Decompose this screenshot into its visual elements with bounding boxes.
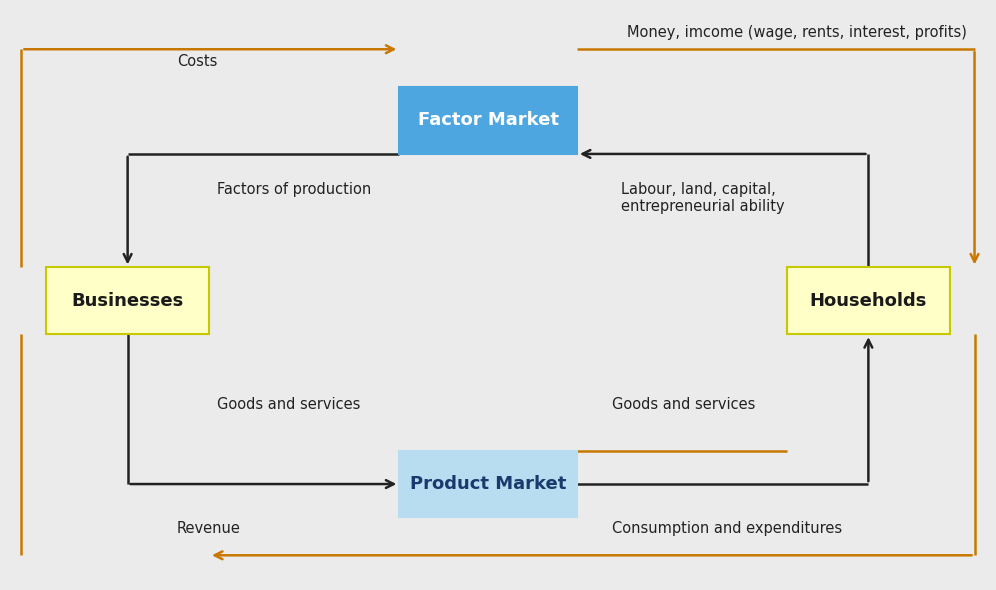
Text: Labour, land, capital,
entrepreneurial ability: Labour, land, capital, entrepreneurial a… xyxy=(622,182,785,214)
Text: Costs: Costs xyxy=(177,54,217,68)
Text: Businesses: Businesses xyxy=(72,292,183,310)
Text: Goods and services: Goods and services xyxy=(216,397,360,412)
FancyBboxPatch shape xyxy=(399,451,577,517)
Text: Money, imcome (wage, rents, interest, profits): Money, imcome (wage, rents, interest, pr… xyxy=(627,25,967,40)
FancyBboxPatch shape xyxy=(46,267,209,335)
Text: Consumption and expenditures: Consumption and expenditures xyxy=(612,522,842,536)
Text: Factors of production: Factors of production xyxy=(216,182,371,196)
Text: Factor Market: Factor Market xyxy=(417,112,559,129)
FancyBboxPatch shape xyxy=(399,87,577,154)
Text: Revenue: Revenue xyxy=(177,522,241,536)
Text: Households: Households xyxy=(810,292,927,310)
Text: Product Market: Product Market xyxy=(410,475,567,493)
Text: Goods and services: Goods and services xyxy=(612,397,755,412)
FancyBboxPatch shape xyxy=(787,267,950,335)
